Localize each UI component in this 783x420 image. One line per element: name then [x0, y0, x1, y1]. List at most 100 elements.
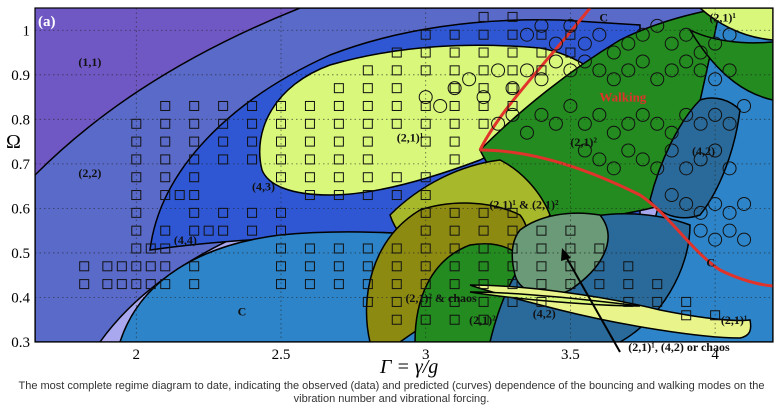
data-point-square — [189, 154, 200, 165]
data-point-circle — [563, 18, 578, 33]
data-point-circle — [679, 107, 694, 122]
data-point-circle — [520, 63, 534, 78]
data-point-square — [362, 243, 373, 254]
data-point-square — [131, 136, 142, 147]
region-label: (2,1)² — [570, 135, 597, 149]
data-point-square — [276, 100, 286, 111]
data-point-square — [304, 243, 315, 254]
data-point-square — [478, 29, 489, 40]
data-point-circle — [592, 63, 607, 78]
data-point-square — [449, 314, 460, 325]
data-point-square — [652, 296, 663, 307]
data-point-square — [218, 118, 229, 129]
data-point-square — [218, 100, 229, 111]
data-point-circle — [577, 143, 592, 158]
data-point-square — [594, 279, 605, 290]
data-point-square — [247, 154, 258, 165]
data-point-square — [276, 207, 286, 218]
data-point-square — [420, 243, 431, 254]
data-point-square — [174, 190, 185, 201]
data-point-square — [304, 118, 315, 129]
y-tick-label: 0.6 — [11, 201, 30, 217]
data-point-circle — [621, 63, 636, 78]
data-point-square — [247, 207, 258, 218]
region-labels: (1,1) (2,2) (4,4) (4,3) C (2,1)¹ (2,1)¹ & (2,1… — [78, 10, 747, 354]
data-point-square — [276, 225, 286, 236]
data-point-circle — [606, 161, 621, 176]
data-point-square — [276, 154, 286, 165]
y-tick-label: 0.9 — [11, 68, 30, 84]
data-point-square — [160, 172, 171, 183]
data-point-square — [189, 136, 200, 147]
data-point-square — [362, 100, 373, 111]
data-point-square — [304, 136, 315, 147]
data-point-square — [507, 296, 518, 307]
data-point-square — [449, 207, 460, 218]
data-point-square — [507, 243, 518, 254]
data-point-square — [536, 29, 547, 40]
data-point-circle — [433, 98, 448, 113]
x-tick-label: 4 — [711, 347, 719, 363]
data-point-square — [362, 279, 373, 290]
data-point-square — [391, 47, 402, 58]
data-point-circle — [520, 27, 534, 42]
data-point-square — [391, 65, 402, 76]
data-point-square — [131, 207, 142, 218]
data-point-square — [594, 261, 605, 272]
x-axis-label: Γ = γ/g — [379, 356, 438, 378]
region-label: C — [599, 10, 608, 24]
data-point-square — [218, 207, 229, 218]
data-point-square — [247, 118, 258, 129]
data-point-square — [189, 190, 200, 201]
y-tick-label: 0.5 — [11, 246, 30, 262]
data-point-square — [420, 118, 431, 129]
data-point-circle — [577, 116, 592, 131]
region-label: (4,2) — [692, 144, 715, 158]
data-point-circle — [592, 27, 607, 42]
region-label: (2,1)² — [469, 313, 496, 327]
data-point-square — [449, 261, 460, 272]
data-point-square — [536, 225, 547, 236]
data-point-square — [145, 261, 156, 272]
data-point-square — [333, 190, 344, 201]
data-point-square — [276, 118, 286, 129]
region-label: (2,1)¹ — [709, 10, 736, 24]
data-point-circle — [737, 98, 752, 113]
data-point-square — [420, 261, 431, 272]
data-point-square — [218, 136, 229, 147]
region-label: (4,2) — [533, 307, 556, 321]
data-point-square — [160, 279, 171, 290]
data-point-square — [391, 314, 402, 325]
data-point-circle — [635, 54, 650, 69]
y-axis-label: Ω — [6, 131, 21, 153]
data-point-circle — [679, 54, 694, 69]
data-point-square — [189, 118, 200, 129]
region-label: (1,1) — [78, 55, 101, 69]
data-point-circle — [621, 36, 636, 51]
data-point-square — [131, 261, 142, 272]
x-tick-label: 3.5 — [561, 347, 580, 363]
data-point-circle — [520, 125, 534, 140]
data-point-square — [391, 118, 402, 129]
data-point-circle — [722, 27, 737, 42]
region-label: (2,1)¹ — [397, 131, 424, 145]
data-point-square — [189, 225, 200, 236]
data-point-square — [333, 172, 344, 183]
data-point-square — [131, 118, 142, 129]
data-point-square — [276, 279, 286, 290]
y-tick-label: 0.8 — [11, 112, 30, 128]
data-point-square — [160, 261, 171, 272]
data-point-square — [247, 136, 258, 147]
data-point-circle — [693, 63, 708, 78]
data-point-square — [478, 296, 489, 307]
data-point-square — [116, 261, 127, 272]
data-point-circle — [708, 232, 723, 247]
data-point-square — [420, 279, 431, 290]
data-point-square — [420, 314, 431, 325]
data-point-square — [507, 100, 518, 111]
data-point-square — [247, 225, 258, 236]
data-point-circle — [447, 81, 462, 96]
region-label: (2,2) — [78, 166, 101, 180]
data-point-square — [333, 100, 344, 111]
data-point-square — [420, 100, 431, 111]
